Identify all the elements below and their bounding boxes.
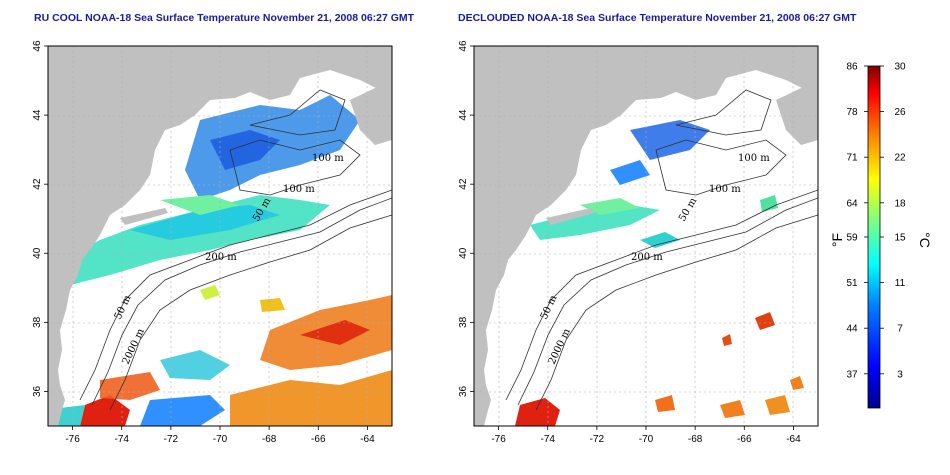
- left-bathymetry-contours: [79, 89, 392, 411]
- celsius-tick-label: 18: [894, 198, 906, 209]
- right-map-axes: -76 -74 -72 -70 -68 -66 -64 36 38 40 42 44 46: [458, 40, 801, 445]
- left-contour-label-100m-b: 100 m: [283, 184, 315, 195]
- celsius-tick-label: 11: [895, 278, 906, 289]
- colorbar-gradient: [867, 65, 881, 409]
- left-long-island: [120, 208, 168, 225]
- left-sst-pixels: [55, 95, 392, 426]
- left-x-tick-label: -76: [65, 434, 80, 445]
- right-sst-pixels: [490, 115, 804, 426]
- right-y-tick-label: 46: [458, 40, 469, 52]
- left-x-tick-label: -72: [164, 434, 179, 445]
- right-long-island: [546, 208, 594, 225]
- right-y-tick-label: 38: [458, 316, 469, 328]
- right-nova-scotia: [776, 80, 818, 145]
- left-grid: [48, 46, 392, 426]
- left-x-tick-label: -68: [262, 434, 277, 445]
- left-map-panel: 100 m 100 m 50 m 200 m 50 m 2000 m -76 -7…: [32, 40, 393, 445]
- temperature-colorbar: 30 86 26 78 22 71 18 64 15 59 11 51 7 44 3 37 °F °C: [829, 62, 933, 409]
- right-land-mass: [474, 46, 818, 426]
- fahrenheit-unit-label: °F: [829, 233, 845, 247]
- left-x-tick-label: -70: [213, 434, 228, 445]
- left-x-tick-label: -66: [311, 434, 326, 445]
- fahrenheit-tick-label: 78: [846, 107, 858, 118]
- fahrenheit-tick-label: 59: [846, 233, 858, 244]
- left-nova-scotia: [350, 80, 392, 145]
- left-y-tick-label: 44: [32, 109, 43, 121]
- right-contour-label-200m: 200 m: [631, 252, 663, 263]
- right-map-panel: 100 m 100 m 50 m 200 m 50 m 2000 m -76 -7…: [458, 40, 819, 445]
- left-map-title: RU COOL NOAA-18 Sea Surface Temperature …: [34, 12, 415, 24]
- right-y-tick-label: 40: [458, 247, 469, 259]
- fahrenheit-tick-label: 44: [846, 324, 858, 335]
- left-y-tick-label: 46: [32, 40, 43, 52]
- fahrenheit-tick-label: 71: [846, 153, 858, 164]
- celsius-tick-label: 7: [897, 324, 903, 335]
- right-x-tick-label: -68: [688, 434, 703, 445]
- right-y-tick-label: 36: [458, 385, 469, 397]
- left-y-tick-label: 38: [32, 316, 43, 328]
- right-contour-label-100m-b: 100 m: [709, 184, 741, 195]
- right-contour-label-100m-a: 100 m: [738, 153, 770, 164]
- right-map-title: DECLOUDED NOAA-18 Sea Surface Temperatur…: [458, 12, 857, 24]
- celsius-tick-label: 22: [894, 153, 906, 164]
- right-y-tick-label: 42: [458, 178, 469, 190]
- right-y-tick-label: 44: [458, 109, 469, 121]
- right-x-tick-label: -72: [590, 434, 605, 445]
- left-x-tick-label: -64: [360, 434, 375, 445]
- right-bathymetry-contours: [505, 89, 818, 411]
- left-y-tick-label: 40: [32, 247, 43, 259]
- left-y-tick-label: 36: [32, 385, 43, 397]
- celsius-tick-label: 3: [897, 369, 903, 380]
- right-x-tick-label: -70: [639, 434, 654, 445]
- left-map-axes: -76 -74 -72 -70 -68 -66 -64 36 38 40 42 44 46: [32, 40, 375, 445]
- celsius-tick-label: 15: [894, 233, 906, 244]
- fahrenheit-tick-label: 37: [846, 369, 858, 380]
- celsius-tick-label: 30: [894, 62, 906, 73]
- celsius-tick-label: 26: [894, 107, 906, 118]
- left-y-tick-label: 42: [32, 178, 43, 190]
- right-x-tick-label: -66: [737, 434, 752, 445]
- left-x-tick-label: -74: [114, 434, 129, 445]
- left-contour-label-200m: 200 m: [205, 252, 237, 263]
- right-x-tick-label: -64: [786, 434, 801, 445]
- left-land-mass: [48, 46, 392, 426]
- fahrenheit-tick-label: 51: [846, 278, 858, 289]
- right-x-tick-label: -76: [491, 434, 506, 445]
- celsius-unit-label: °C: [917, 232, 933, 248]
- right-grid: [474, 46, 818, 426]
- fahrenheit-tick-label: 86: [846, 62, 858, 73]
- fahrenheit-tick-label: 64: [846, 198, 858, 209]
- left-contour-label-100m-a: 100 m: [312, 153, 344, 164]
- colorbar-ticks: 30 86 26 78 22 71 18 64 15 59 11 51 7 44 3 37: [846, 62, 906, 381]
- right-x-tick-label: -74: [540, 434, 555, 445]
